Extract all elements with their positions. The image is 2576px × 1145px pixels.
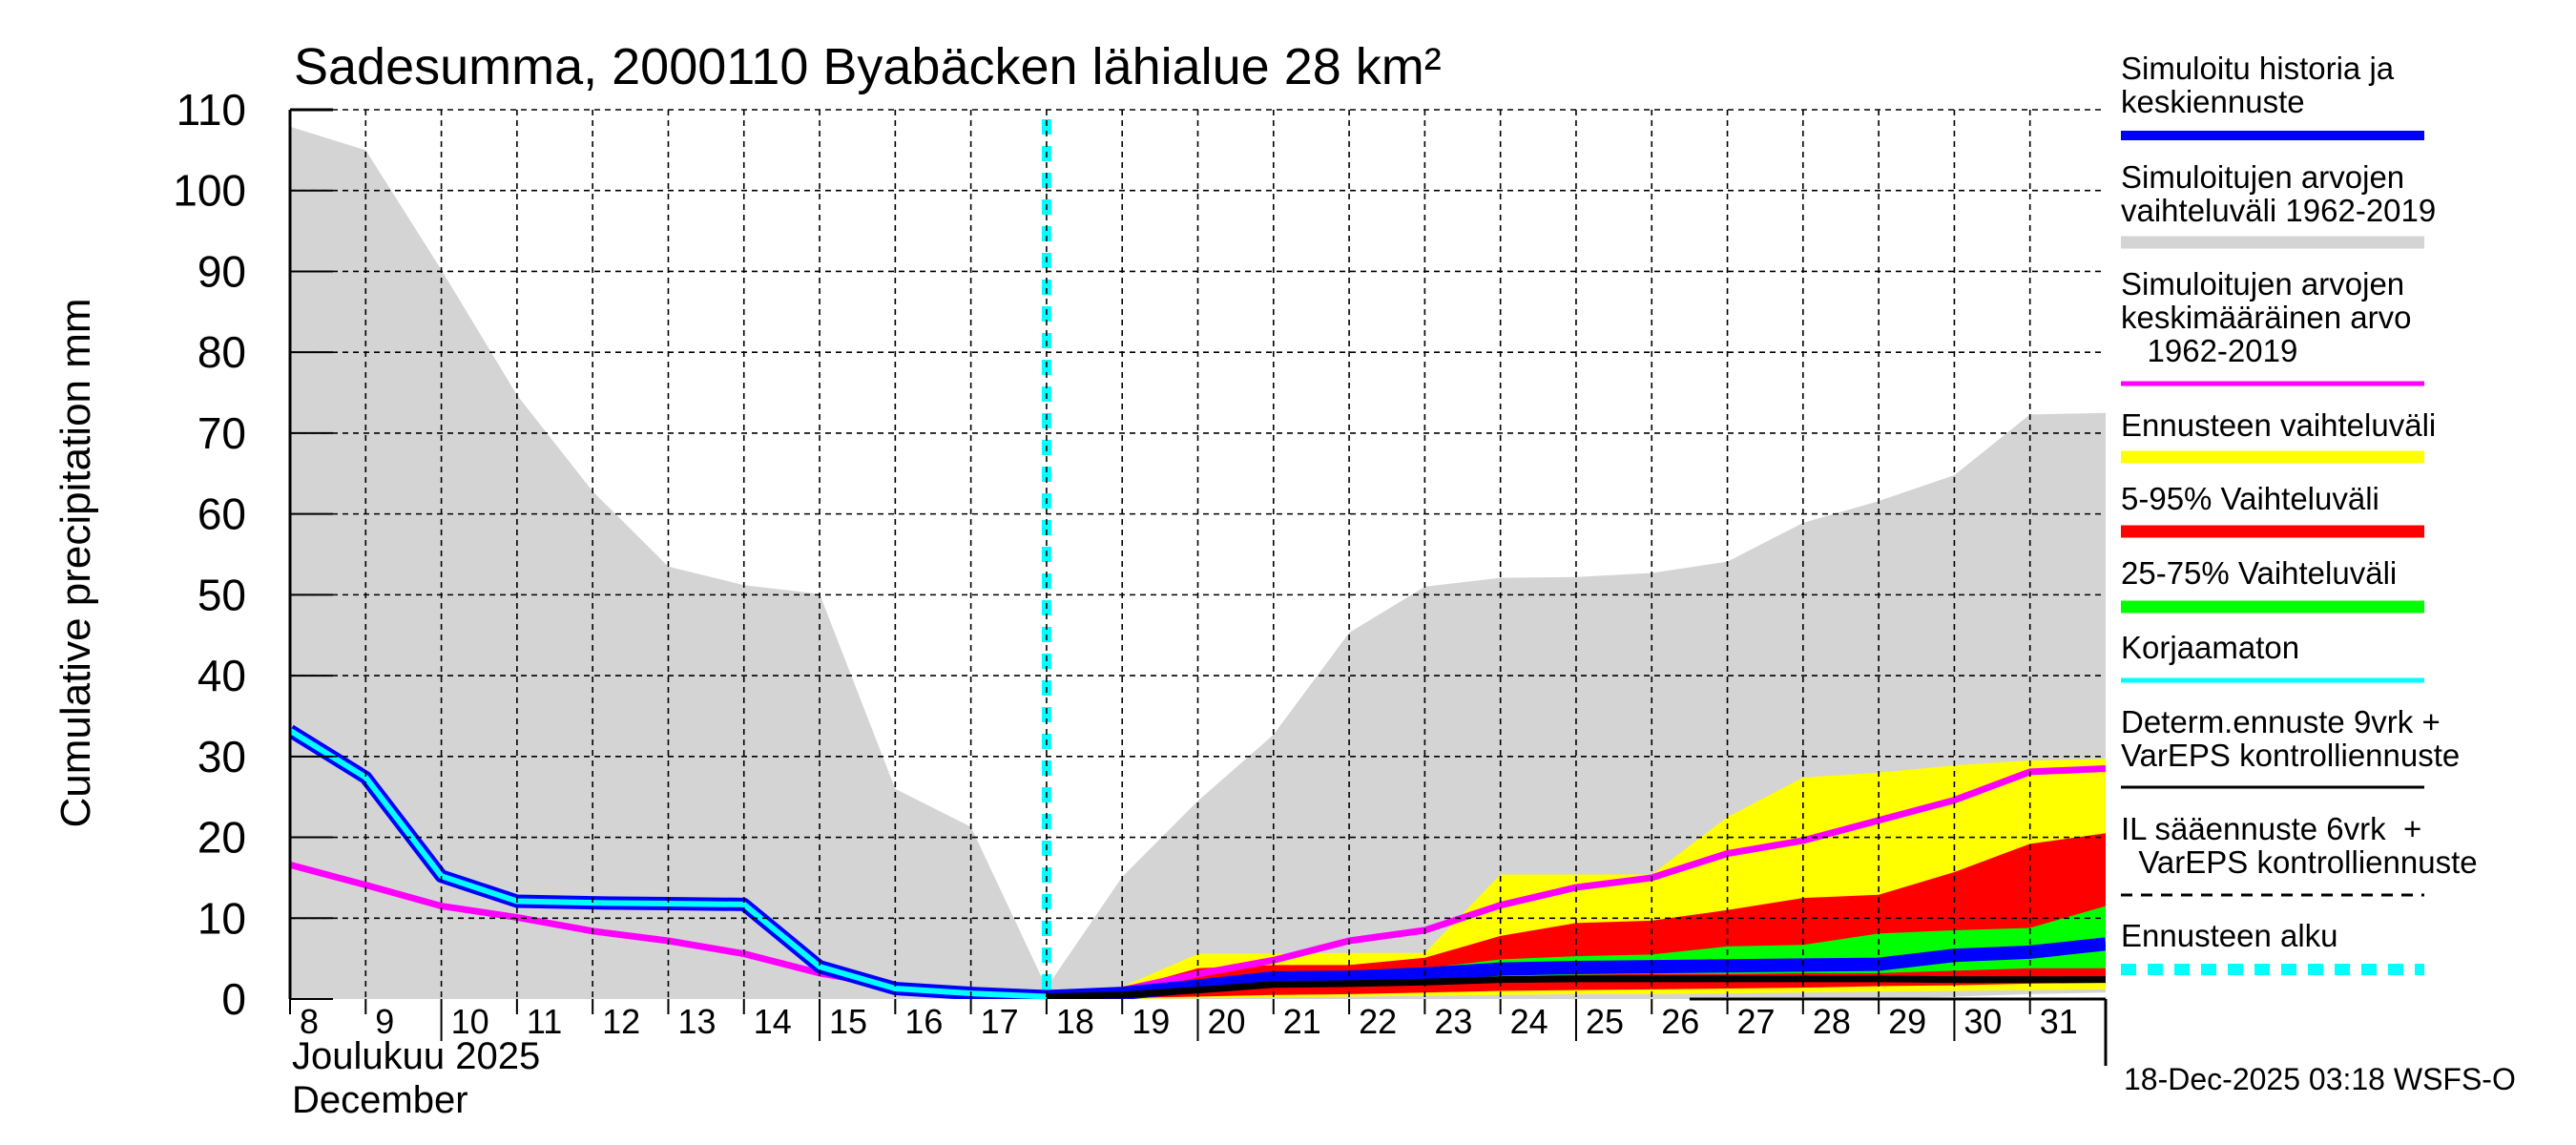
x-tick-label: 11 (527, 1002, 562, 1041)
x-tick-label: 13 (677, 1002, 716, 1041)
x-tick-label: 29 (1888, 1002, 1926, 1041)
x-tick-label: 21 (1283, 1002, 1321, 1041)
x-tick-label: 26 (1661, 1002, 1699, 1041)
chart-title: Sadesumma, 2000110 Byabäcken lähialue 28… (294, 38, 1442, 95)
y-axis-label: Cumulative precipitation mm (52, 298, 99, 827)
x-tick-label: 8 (300, 1002, 319, 1041)
uncorrected-line (290, 728, 1048, 999)
legend-label: Simuloitu historia ja (2121, 51, 2395, 86)
legend-label: 25-75% Vaihteluväli (2121, 555, 2397, 591)
legend-item: IL sääennuste 6vrk + VarEPS kontrollienn… (2121, 811, 2478, 897)
legend-label: keskiennuste (2121, 84, 2305, 119)
x-tick-label: 17 (981, 1002, 1019, 1041)
legend-label: Ennusteen alku (2121, 918, 2338, 953)
y-tick-label: 80 (197, 327, 246, 377)
x-axis-month-fi: Joulukuu 2025 (292, 1035, 540, 1077)
y-tick-label: 60 (197, 489, 246, 539)
x-tick-label: 15 (829, 1002, 867, 1041)
history-range-band (290, 126, 2106, 999)
legend-label: Simuloitujen arvojen (2121, 159, 2404, 195)
x-tick-label: 16 (904, 1002, 943, 1041)
legend-label: VarEPS kontrolliennuste (2121, 844, 2478, 880)
y-tick-label: 100 (173, 166, 246, 216)
legend: Simuloitu historia jakeskiennusteSimuloi… (2121, 51, 2478, 975)
legend-label: vaihteluväli 1962-2019 (2121, 193, 2436, 228)
legend-item: 25-75% Vaihteluväli (2121, 555, 2424, 614)
x-tick-label: 10 (451, 1002, 489, 1041)
x-tick-label: 9 (375, 1002, 394, 1041)
legend-item: Ennusteen vaihteluväli (2121, 407, 2436, 464)
x-axis-month-en: December (292, 1079, 468, 1121)
y-tick-label: 90 (197, 246, 246, 296)
timestamp: 18-Dec-2025 03:18 WSFS-O (2124, 1062, 2516, 1096)
legend-label: Ennusteen vaihteluväli (2121, 407, 2436, 443)
legend-label: 5-95% Vaihteluväli (2121, 481, 2379, 516)
x-tick-label: 20 (1208, 1002, 1246, 1041)
y-tick-label: 50 (197, 570, 246, 619)
x-tick-label: 30 (1963, 1002, 2002, 1041)
y-tick-labels: 0 10 20 30 40 50 60 70 80 90 100 110 (173, 85, 246, 1024)
legend-label: IL sääennuste 6vrk + (2121, 811, 2421, 846)
y-tick-label: 40 (197, 651, 246, 700)
y-tick-label: 110 (177, 85, 246, 135)
x-tick-label: 25 (1586, 1002, 1624, 1041)
x-tick-label: 27 (1737, 1002, 1776, 1041)
legend-label: keskimääräinen arvo (2121, 300, 2411, 335)
legend-item: Determ.ennuste 9vrk +VarEPS kontrollienn… (2121, 704, 2460, 789)
x-tick-label: 31 (2040, 1002, 2078, 1041)
axes (288, 108, 2108, 1066)
x-tick-label: 24 (1510, 1002, 1548, 1041)
y-tick-label: 10 (197, 893, 246, 943)
x-tick-label: 12 (602, 1002, 640, 1041)
y-tick-label: 70 (197, 408, 246, 458)
x-tick-label: 23 (1434, 1002, 1472, 1041)
y-tick-label: 30 (197, 732, 246, 781)
legend-label: Determ.ennuste 9vrk + (2121, 704, 2441, 739)
x-tick-label: 19 (1132, 1002, 1170, 1041)
x-tick-label: 14 (754, 1002, 792, 1041)
legend-label: Korjaamaton (2121, 630, 2299, 665)
deterministic-line (1046, 975, 2106, 999)
y-tick-label: 0 (221, 974, 246, 1024)
legend-item: 5-95% Vaihteluväli (2121, 481, 2424, 538)
legend-label: 1962-2019 (2121, 333, 2297, 368)
x-tick-label: 22 (1359, 1002, 1397, 1041)
x-tick-label: 18 (1056, 1002, 1094, 1041)
grid (290, 109, 2106, 999)
y-tick-label: 20 (197, 813, 246, 863)
legend-item: Korjaamaton (2121, 630, 2424, 683)
legend-label: VarEPS kontrolliennuste (2121, 738, 2460, 773)
x-tick-label: 28 (1813, 1002, 1851, 1041)
legend-label: Simuloitujen arvojen (2121, 266, 2404, 302)
x-tick-labels: 8 9 10 11 12 13 14 15 16 17 18 19 20 21 22 23 24 25 26 27 28… (300, 1002, 2078, 1041)
legend-item: Ennusteen alku (2121, 918, 2424, 975)
